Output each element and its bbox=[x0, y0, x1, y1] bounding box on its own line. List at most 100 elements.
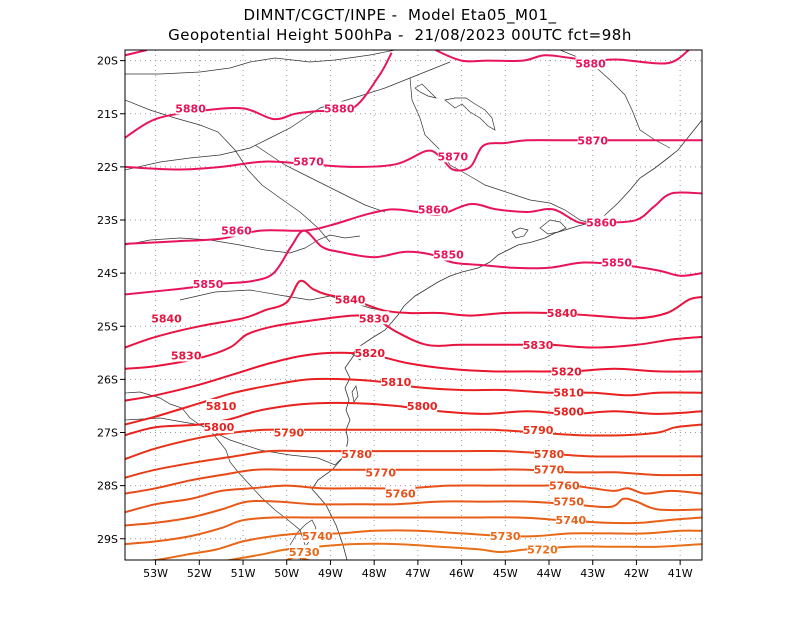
contour-label: 5860 bbox=[221, 225, 252, 238]
contour-5780 bbox=[125, 449, 702, 479]
contour-label-bg bbox=[549, 478, 580, 492]
axis-ticks: 53W 52W 51W 50W 49W 48W 47W 46W 45W 44W 43W 42W 41W 2… bbox=[97, 55, 693, 580]
x-tick-label: 43W bbox=[580, 567, 605, 580]
contour-label-bg bbox=[553, 494, 584, 508]
contour-label: 5770 bbox=[365, 466, 396, 479]
guanabara-bay bbox=[539, 219, 567, 235]
contour-label-bg bbox=[527, 542, 558, 556]
contour-label-bg bbox=[523, 422, 554, 436]
x-tick-label: 42W bbox=[624, 567, 649, 580]
contour-label: 5850 bbox=[601, 257, 632, 270]
contour-label-bg bbox=[151, 311, 182, 325]
state-border-pr-sc bbox=[125, 234, 361, 254]
contour-label-bg bbox=[359, 311, 390, 325]
contour-5880 bbox=[125, 52, 393, 139]
lake-guarapiranga bbox=[414, 83, 438, 99]
contour-label-bg bbox=[601, 255, 632, 269]
contour-5740 bbox=[125, 516, 702, 546]
base-map bbox=[125, 50, 702, 560]
contour-label-bg bbox=[206, 398, 237, 412]
contour-label: 5800 bbox=[407, 400, 438, 413]
contour-label-bg bbox=[575, 56, 606, 70]
contour-label: 5790 bbox=[523, 424, 554, 437]
contour-label-bg bbox=[381, 375, 412, 389]
contour-5730 bbox=[146, 529, 702, 560]
contour-label-bg bbox=[555, 513, 586, 527]
contour-label: 5730 bbox=[490, 530, 521, 543]
contour-5840 bbox=[125, 279, 702, 349]
contour-label: 5840 bbox=[335, 294, 366, 307]
y-tick-label: 21S bbox=[97, 108, 118, 121]
border-north bbox=[125, 50, 396, 75]
y-tick-label: 25S bbox=[97, 320, 118, 333]
contour-5880 bbox=[435, 50, 690, 65]
contour-5880 bbox=[125, 50, 148, 57]
x-tick-label: 46W bbox=[449, 567, 474, 580]
x-tick-label: 50W bbox=[274, 567, 299, 580]
x-tick-label: 53W bbox=[143, 567, 168, 580]
contour-label: 5860 bbox=[418, 203, 449, 216]
y-tick-label: 28S bbox=[97, 480, 118, 493]
contour-label: 5820 bbox=[551, 365, 582, 378]
contour-label: 5850 bbox=[193, 278, 224, 291]
contour-label-bg bbox=[341, 446, 372, 460]
contour-label-bg bbox=[586, 215, 617, 229]
contour-label-bg bbox=[273, 425, 304, 439]
contour-label-bg bbox=[193, 276, 224, 290]
contour-label-bg bbox=[418, 202, 449, 216]
contour-label: 5740 bbox=[556, 514, 587, 527]
contour-label-bg bbox=[302, 529, 333, 543]
x-tick-label: 47W bbox=[405, 567, 430, 580]
contour-label: 5780 bbox=[534, 448, 565, 461]
contour-5760 bbox=[125, 484, 702, 514]
river-parana bbox=[125, 99, 331, 243]
y-tick-label: 22S bbox=[97, 161, 118, 174]
contour-label: 5770 bbox=[534, 464, 565, 477]
contour-label-bg bbox=[553, 404, 584, 418]
contour-label: 5800 bbox=[204, 421, 235, 434]
contour-label: 5830 bbox=[171, 349, 202, 362]
contour-label: 5780 bbox=[341, 448, 372, 461]
contour-5750 bbox=[125, 497, 702, 527]
plot-frame bbox=[124, 49, 703, 561]
contour-label-bg bbox=[437, 149, 468, 163]
contour-label: 5720 bbox=[527, 543, 558, 556]
y-tick-label: 29S bbox=[97, 533, 118, 546]
contour-label: 5740 bbox=[302, 530, 333, 543]
contour-label-bg bbox=[433, 247, 464, 261]
contour-label: 5870 bbox=[293, 156, 324, 169]
contour-label-bg bbox=[365, 465, 396, 479]
contour-label-bg bbox=[551, 364, 582, 378]
state-border-sp-mg bbox=[409, 77, 591, 224]
contour-label: 5840 bbox=[151, 312, 182, 325]
contour-label: 5870 bbox=[577, 134, 608, 147]
y-tick-label: 26S bbox=[97, 373, 118, 386]
contour-label: 5760 bbox=[549, 480, 580, 493]
contour-label-bg bbox=[385, 486, 416, 500]
contour-label: 5870 bbox=[438, 150, 469, 163]
contour-label: 5850 bbox=[433, 249, 464, 262]
contour-label: 5840 bbox=[547, 307, 578, 320]
contour-5820 bbox=[125, 351, 702, 402]
lake-furnas bbox=[444, 97, 496, 131]
contour-label: 5880 bbox=[575, 57, 606, 70]
state-border-pr-sp bbox=[125, 61, 451, 171]
y-tick-label: 20S bbox=[97, 55, 118, 68]
chart-title-line-1: DIMNT/CGCT/INPE - Model Eta05_M01_ bbox=[243, 6, 557, 24]
x-tick-label: 44W bbox=[537, 567, 562, 580]
contour-label: 5810 bbox=[381, 376, 412, 389]
contour-label: 5830 bbox=[359, 312, 390, 325]
contour-label-bg bbox=[407, 398, 438, 412]
contour-5870 bbox=[125, 139, 702, 172]
contour-5860 bbox=[125, 191, 702, 245]
coastline bbox=[311, 119, 702, 560]
y-tick-label: 23S bbox=[97, 214, 118, 227]
contour-label: 5790 bbox=[274, 427, 305, 440]
contour-label-bg bbox=[171, 348, 202, 362]
contour-label-bg bbox=[203, 420, 234, 434]
contour-label-bg bbox=[523, 337, 554, 351]
contour-label: 5810 bbox=[206, 400, 237, 413]
y-tick-label: 27S bbox=[97, 427, 118, 440]
contour-label-bg bbox=[289, 545, 320, 559]
